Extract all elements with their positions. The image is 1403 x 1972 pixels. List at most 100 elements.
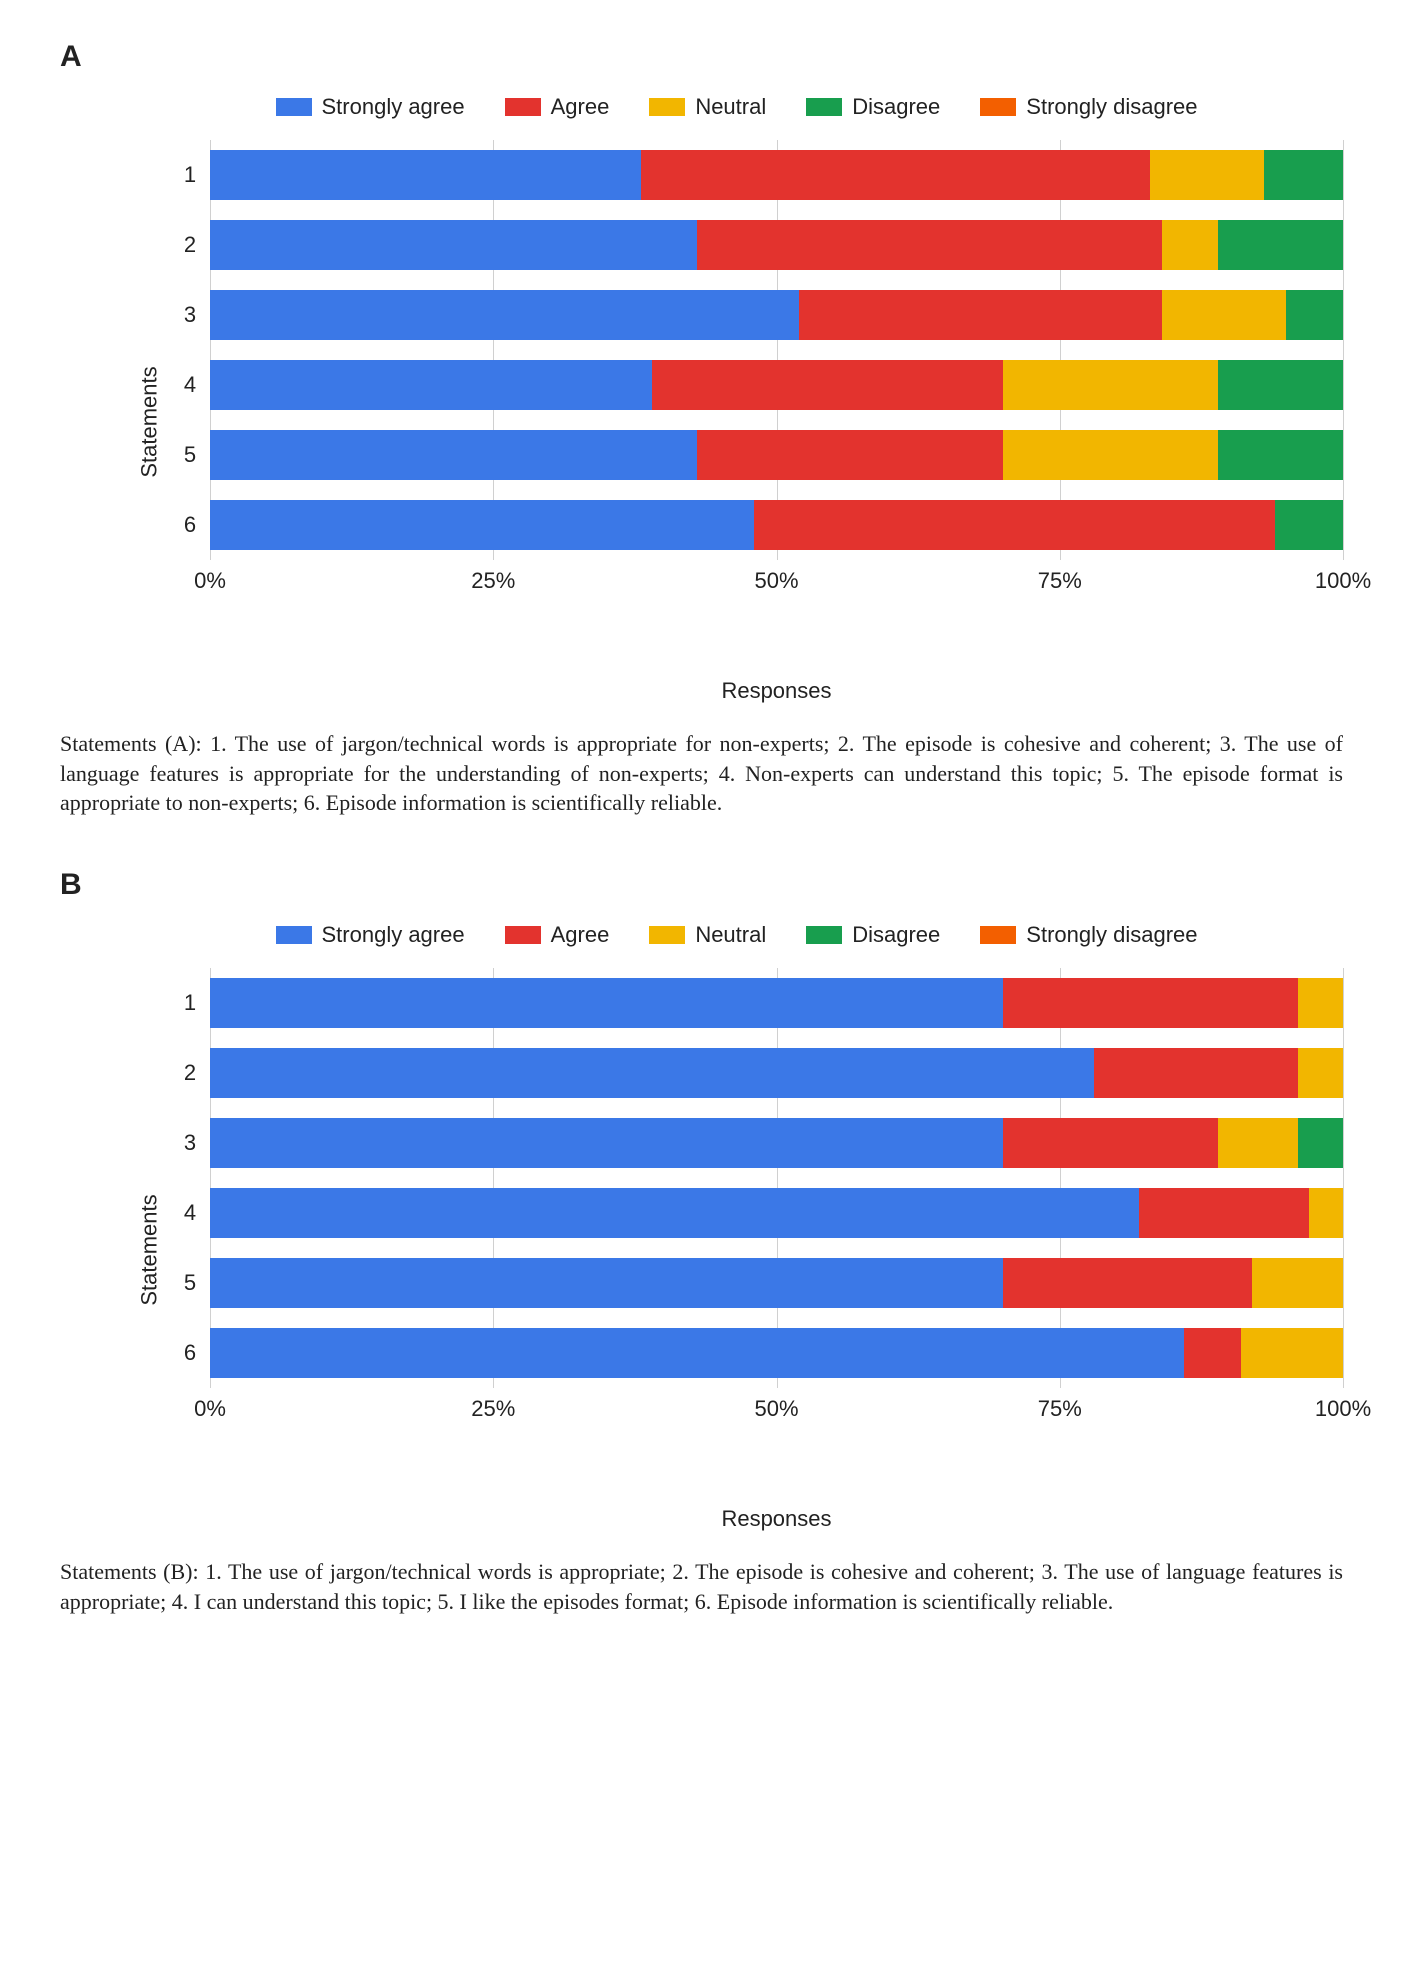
y-category-label: 4: [170, 1188, 210, 1238]
bar-segment: [1003, 978, 1298, 1028]
chart-b: Strongly agreeAgreeNeutralDisagreeStrong…: [130, 922, 1343, 1532]
y-category-label: 2: [170, 1048, 210, 1098]
bar-row: [210, 1048, 1343, 1098]
legend-label: Neutral: [695, 922, 766, 948]
x-tick-label: 75%: [1038, 1396, 1082, 1422]
legend-swatch: [649, 926, 685, 944]
y-category-label: 2: [170, 220, 210, 270]
chart-body-b: Statements 123456 0%25%50%75%100% Respon…: [130, 968, 1343, 1532]
bar-segment: [641, 150, 1151, 200]
gridline: [210, 968, 211, 1388]
legend-swatch: [806, 98, 842, 116]
legend-label: Disagree: [852, 922, 940, 948]
bar-segment: [1275, 500, 1343, 550]
legend-swatch: [505, 926, 541, 944]
legend-item: Strongly agree: [276, 94, 465, 120]
gridline: [1343, 140, 1344, 560]
bar-segment: [210, 150, 641, 200]
bar-segment: [210, 430, 697, 480]
bar-segment: [210, 1328, 1184, 1378]
bar-segment: [1218, 360, 1343, 410]
page: A Strongly agreeAgreeNeutralDisagreeStro…: [0, 0, 1403, 1716]
x-tick-label: 100%: [1315, 568, 1371, 594]
gridline: [493, 968, 494, 1388]
panel-label-b: B: [60, 868, 1343, 902]
bar-segment: [210, 1258, 1003, 1308]
chart-body-a: Statements 123456 0%25%50%75%100% Respon…: [130, 140, 1343, 704]
x-tick-label: 50%: [754, 568, 798, 594]
gridline: [777, 968, 778, 1388]
bar-row: [210, 430, 1343, 480]
plot-col-a: 0%25%50%75%100% Responses: [210, 140, 1343, 704]
legend-swatch: [980, 98, 1016, 116]
x-axis-label-a: Responses: [210, 678, 1343, 704]
y-category-label: 3: [170, 1118, 210, 1168]
bar-segment: [1218, 1118, 1297, 1168]
bar-row: [210, 220, 1343, 270]
bar-segment: [1003, 430, 1218, 480]
legend-b: Strongly agreeAgreeNeutralDisagreeStrong…: [130, 922, 1343, 948]
legend-label: Agree: [551, 922, 610, 948]
bar-segment: [1150, 150, 1263, 200]
bar-segment: [1264, 150, 1343, 200]
legend-swatch: [649, 98, 685, 116]
y-category-label: 6: [170, 500, 210, 550]
y-categories-b: 123456: [170, 968, 210, 1388]
bar-segment: [210, 1188, 1139, 1238]
gridline: [1060, 968, 1061, 1388]
bar-segment: [1309, 1188, 1343, 1238]
bar-segment: [1162, 220, 1219, 270]
bar-segment: [210, 500, 754, 550]
legend-item: Disagree: [806, 94, 940, 120]
legend-label: Disagree: [852, 94, 940, 120]
legend-swatch: [276, 98, 312, 116]
bar-segment: [1094, 1048, 1298, 1098]
bar-segment: [210, 1118, 1003, 1168]
legend-swatch: [505, 98, 541, 116]
legend-item: Agree: [505, 922, 610, 948]
legend-swatch: [980, 926, 1016, 944]
x-tick-label: 25%: [471, 1396, 515, 1422]
bar-segment: [1003, 1258, 1252, 1308]
bar-segment: [697, 220, 1162, 270]
legend-label: Agree: [551, 94, 610, 120]
legend-item: Agree: [505, 94, 610, 120]
bar-segment: [652, 360, 1003, 410]
bar-row: [210, 1258, 1343, 1308]
bar-segment: [1162, 290, 1287, 340]
bar-segment: [1184, 1328, 1241, 1378]
bar-segment: [1139, 1188, 1309, 1238]
y-category-label: 6: [170, 1328, 210, 1378]
legend-item: Neutral: [649, 922, 766, 948]
bar-segment: [1241, 1328, 1343, 1378]
y-category-label: 1: [170, 978, 210, 1028]
bar-row: [210, 1188, 1343, 1238]
x-tick-label: 0%: [194, 568, 226, 594]
bar-row: [210, 290, 1343, 340]
bar-row: [210, 500, 1343, 550]
y-category-label: 3: [170, 290, 210, 340]
bar-segment: [754, 500, 1275, 550]
legend-item: Disagree: [806, 922, 940, 948]
legend-item: Strongly disagree: [980, 94, 1197, 120]
y-category-label: 4: [170, 360, 210, 410]
bar-row: [210, 1328, 1343, 1378]
x-axis-a: 0%25%50%75%100%: [210, 568, 1343, 628]
bar-segment: [210, 290, 799, 340]
legend-swatch: [806, 926, 842, 944]
legend-label: Strongly disagree: [1026, 922, 1197, 948]
x-tick-label: 25%: [471, 568, 515, 594]
bar-row: [210, 360, 1343, 410]
bar-segment: [1218, 430, 1343, 480]
bar-segment: [210, 220, 697, 270]
x-axis-b: 0%25%50%75%100%: [210, 1396, 1343, 1456]
bar-segment: [1252, 1258, 1343, 1308]
x-tick-label: 100%: [1315, 1396, 1371, 1422]
plot-area-a: [210, 140, 1343, 560]
gridline: [1060, 140, 1061, 560]
bar-segment: [210, 360, 652, 410]
x-tick-label: 0%: [194, 1396, 226, 1422]
bar-segment: [1003, 1118, 1218, 1168]
caption-a: Statements (A): 1. The use of jargon/tec…: [60, 729, 1343, 818]
gridline: [1343, 968, 1344, 1388]
